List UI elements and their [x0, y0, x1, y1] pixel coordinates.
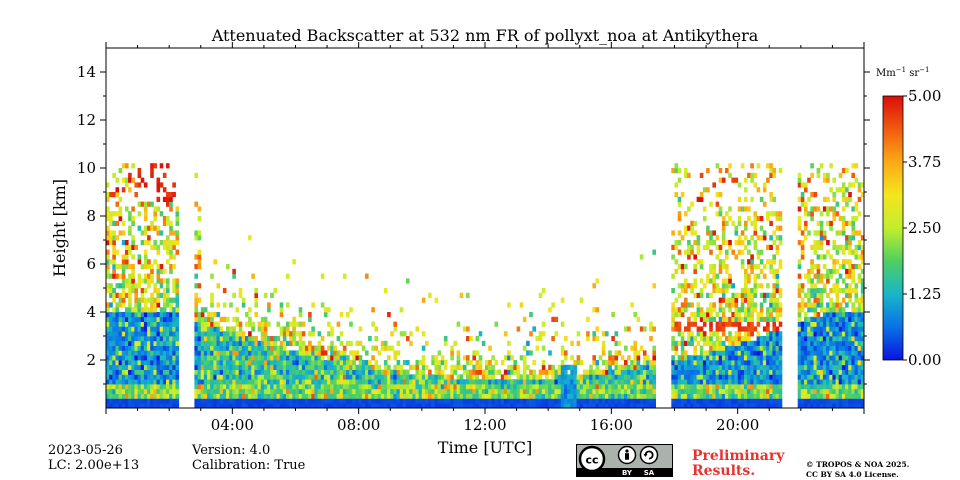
colorbar-tick-label: 2.50	[908, 219, 941, 237]
backscatter-heatmap	[106, 163, 864, 408]
y-axis-label: Height [km]	[50, 179, 69, 277]
chart-title: Attenuated Backscatter at 532 nm FR of p…	[211, 26, 759, 45]
lidar-constant-label: LC: 2.00e+13	[48, 458, 140, 473]
cc-letters: cc	[585, 454, 598, 467]
copyright-line-1: © TROPOS & NOA 2025.	[806, 460, 910, 469]
y-tick-label: 12	[77, 111, 96, 129]
y-tick-label: 14	[77, 63, 96, 81]
x-tick-label: 04:00	[211, 416, 254, 434]
y-tick-label: 4	[86, 303, 96, 321]
x-tick-label: 12:00	[463, 416, 506, 434]
colorbar-tick-label: 0.00	[908, 351, 941, 369]
colorbar-tick-label: 3.75	[908, 153, 941, 171]
colorbar-tick-label: 1.25	[908, 285, 941, 303]
y-tick-label: 10	[77, 159, 96, 177]
preliminary-line-2: Results.	[692, 463, 756, 479]
x-tick-label: 16:00	[590, 416, 633, 434]
colorbar-tick-label: 5.00	[908, 87, 941, 105]
y-tick-label: 8	[86, 207, 96, 225]
cc-icon	[578, 445, 606, 473]
x-tick-label: 20:00	[716, 416, 759, 434]
colorbar-gradient	[882, 95, 904, 361]
sa-label: SA	[644, 469, 655, 477]
x-axis: 04:00 08:00 12:00 16:00 20:00	[105, 42, 865, 434]
preliminary-line-1: Preliminary	[692, 448, 785, 464]
x-axis-label: Time [UTC]	[438, 438, 532, 457]
date-label: 2023-05-26	[48, 443, 123, 458]
share-alike-icon	[639, 445, 659, 465]
by-label: BY	[622, 469, 633, 477]
colorbar-ticks: 0.00 1.25 2.50 3.75 5.00	[903, 87, 941, 369]
cc-by-sa-license-badge[interactable]: cc BY SA	[576, 444, 673, 477]
colorbar-unit: Mm−1 sr−1	[876, 66, 929, 79]
copyright-notice: © TROPOS & NOA 2025. CC BY SA 4.0 Licens…	[806, 460, 909, 480]
preliminary-notice: Preliminary Results.	[692, 449, 784, 479]
calibration-label: Calibration: True	[192, 458, 306, 473]
version-label: Version: 4.0	[192, 443, 271, 458]
y-axis: 2 4 6 8 10 12 14	[77, 63, 870, 385]
y-tick-label: 2	[86, 351, 96, 369]
copyright-line-2: CC BY SA 4.0 License.	[806, 470, 899, 479]
y-tick-label: 6	[86, 255, 96, 273]
x-tick-label: 08:00	[337, 416, 380, 434]
colorbar: Mm−1 sr−1 0.00 1.25 2.50 3.75 5.00	[876, 66, 941, 369]
